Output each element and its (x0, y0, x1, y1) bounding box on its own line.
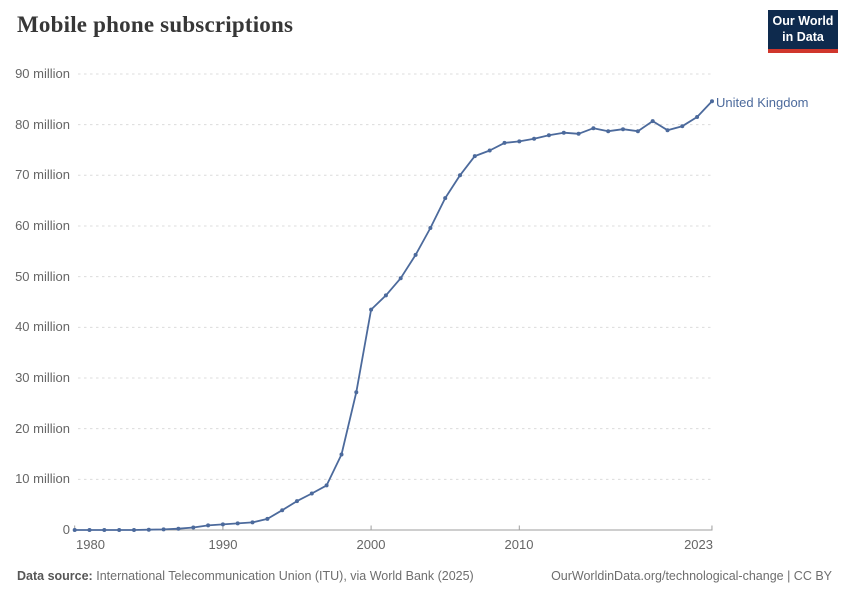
data-point[interactable] (220, 522, 225, 527)
data-point[interactable] (72, 528, 77, 532)
data-point[interactable] (324, 483, 329, 488)
data-point[interactable] (458, 173, 462, 178)
data-point[interactable] (695, 115, 700, 119)
data-source-text: International Telecommunication Union (I… (96, 569, 474, 583)
data-point[interactable] (339, 452, 344, 457)
x-tick-label: 2023 (684, 537, 713, 552)
data-point[interactable] (487, 148, 492, 153)
data-point[interactable] (472, 154, 477, 159)
x-tick-label: 1990 (208, 537, 238, 552)
data-point[interactable] (428, 226, 433, 230)
data-point[interactable] (591, 126, 596, 131)
data-point[interactable] (383, 293, 388, 298)
data-point[interactable] (369, 307, 374, 312)
data-point[interactable] (102, 528, 107, 532)
data-point[interactable] (161, 527, 166, 532)
x-tick-label: 1980 (76, 537, 105, 552)
data-point[interactable] (250, 520, 255, 525)
data-point[interactable] (132, 528, 136, 532)
data-point[interactable] (413, 252, 418, 257)
data-point[interactable] (191, 525, 196, 530)
data-point[interactable] (532, 136, 537, 141)
data-source-note: Data source: International Telecommunica… (17, 569, 474, 583)
data-point[interactable] (265, 516, 270, 521)
page-title: Mobile phone subscriptions (17, 12, 294, 37)
credit-link[interactable]: OurWorldinData.org/technological-change … (551, 569, 832, 583)
x-tick-label: 2000 (356, 537, 386, 552)
y-tick-label: 10 million (15, 471, 70, 487)
x-tick-label: 2010 (504, 537, 534, 552)
data-point[interactable] (176, 526, 181, 531)
series-label-united-kingdom[interactable]: United Kingdom (716, 95, 809, 110)
data-point[interactable] (295, 499, 299, 504)
owid-logo[interactable]: Our World in Data (768, 10, 838, 53)
y-tick-label: 20 million (15, 420, 70, 436)
owid-logo-line2: in Data (782, 30, 824, 44)
data-point[interactable] (309, 491, 314, 496)
line-united-kingdom[interactable] (73, 100, 713, 531)
data-point[interactable] (606, 129, 611, 134)
data-point[interactable] (665, 128, 670, 133)
y-tick-label: 40 million (15, 319, 70, 335)
y-tick-label: 80 million (15, 116, 70, 132)
data-point[interactable] (354, 390, 359, 395)
data-point[interactable] (576, 131, 581, 136)
y-tick-label: 60 million (15, 217, 70, 233)
data-source-label: Data source: (17, 569, 93, 583)
data-point[interactable] (235, 521, 240, 526)
data-point[interactable] (710, 99, 714, 104)
data-point[interactable] (398, 276, 403, 281)
y-tick-label: 30 million (15, 369, 70, 385)
data-point[interactable] (517, 139, 522, 144)
data-point[interactable] (621, 127, 625, 132)
data-point[interactable] (680, 124, 685, 129)
y-tick-label: 0 (62, 522, 70, 537)
data-point[interactable] (546, 133, 551, 138)
data-point[interactable] (146, 527, 151, 532)
data-point[interactable] (206, 523, 211, 528)
y-tick-label: 90 million (15, 66, 70, 81)
y-tick-label: 70 million (15, 167, 70, 183)
data-point[interactable] (561, 130, 566, 135)
data-point[interactable] (87, 528, 92, 532)
data-point[interactable] (280, 508, 285, 513)
owid-logo-line1: Our World (772, 14, 834, 28)
data-point[interactable] (650, 119, 655, 124)
data-point[interactable] (502, 140, 507, 145)
data-point[interactable] (117, 528, 122, 532)
y-tick-label: 50 million (15, 268, 70, 284)
data-point[interactable] (443, 196, 448, 201)
data-point[interactable] (635, 129, 640, 134)
